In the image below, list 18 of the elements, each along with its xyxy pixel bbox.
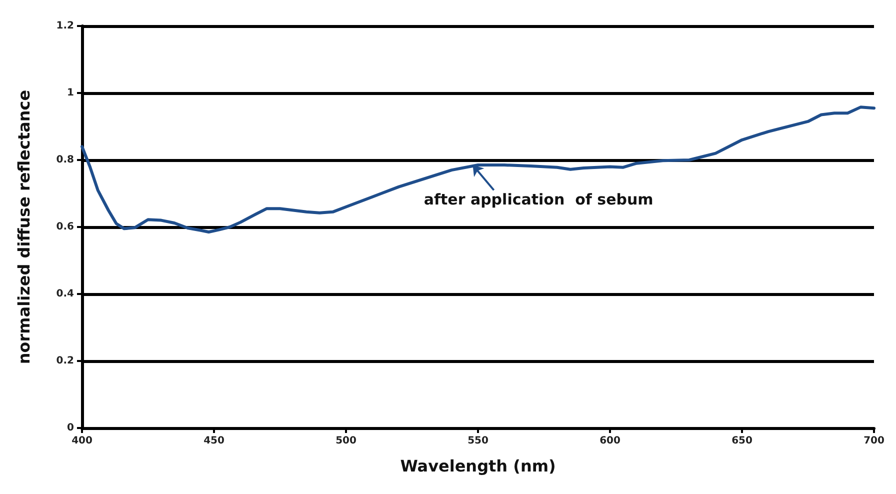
x-tick-label: 550 [468, 436, 488, 446]
y-tick-label: 1 [67, 88, 74, 98]
x-tick-label: 500 [336, 436, 356, 446]
y-tick-label: 0 [67, 422, 74, 434]
annotation: after application of sebum [424, 190, 654, 209]
y-tick-label: 1.2 [56, 20, 74, 32]
x-tick-label: 650 [732, 436, 752, 446]
line-series [80, 106, 876, 234]
x-axis-title: Wavelength (nm) [400, 456, 556, 476]
y-tick-label: 0.8 [56, 154, 74, 166]
x-tick-label: 400 [72, 436, 92, 446]
y-axis-title: normalized diffuse reflectance [14, 90, 34, 364]
x-tick-label: 700 [864, 436, 884, 446]
y-tick-label: 0.4 [56, 288, 74, 300]
y-tick-label: 0.6 [56, 222, 74, 232]
y-tick-label: 0.2 [56, 356, 74, 366]
x-tick-label: 450 [204, 436, 224, 446]
x-tick-label: 600 [600, 436, 620, 446]
